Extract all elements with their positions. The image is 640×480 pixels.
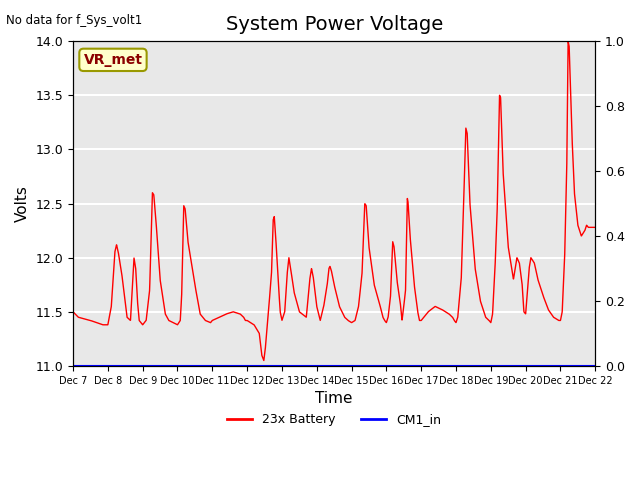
Text: VR_met: VR_met [83, 53, 143, 67]
Title: System Power Voltage: System Power Voltage [225, 15, 443, 34]
Text: No data for f_Sys_volt1: No data for f_Sys_volt1 [6, 14, 143, 27]
Y-axis label: Volts: Volts [15, 185, 30, 222]
Legend: 23x Battery, CM1_in: 23x Battery, CM1_in [223, 408, 446, 431]
X-axis label: Time: Time [316, 391, 353, 406]
